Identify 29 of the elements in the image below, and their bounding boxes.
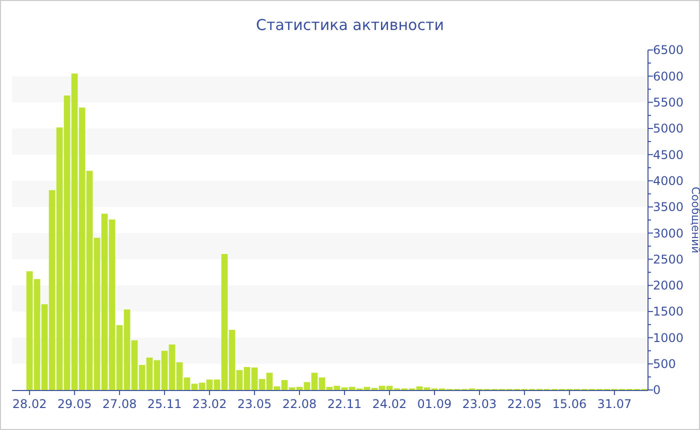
chart-title: Статистика активности	[256, 16, 444, 34]
x-tick-label: 22.11	[327, 397, 362, 411]
y-tick-label: 5000	[653, 122, 684, 136]
y-tick-label: 3000	[653, 226, 684, 240]
y-tick-label: 500	[653, 357, 676, 372]
y-tick-label: 4000	[653, 174, 684, 188]
x-tick-label: 29.05	[57, 397, 92, 411]
x-tick-label: 31.07	[597, 397, 632, 411]
x-tick-label: 28.02	[12, 397, 47, 411]
x-tick-label: 25.11	[147, 397, 182, 411]
y-tick-label: 6000	[653, 69, 684, 84]
x-tick-label: 01.09	[417, 397, 452, 411]
y-tick-label: 6500	[653, 43, 684, 58]
x-tick-label: 23.05	[237, 397, 272, 411]
y-tick-label: 2500	[653, 252, 684, 266]
x-tick-label: 23.02	[192, 397, 227, 411]
y-tick-label: 2000	[653, 278, 684, 293]
y-tick-label: 1000	[653, 330, 684, 345]
x-tick-label: 27.08	[102, 397, 137, 411]
y-tick-label: 5500	[653, 96, 684, 110]
x-tick-label: 24.02	[372, 397, 407, 411]
x-tick-label: 22.08	[282, 397, 317, 411]
y-tick-label: 4500	[653, 148, 684, 162]
y-tick-label: 0	[653, 383, 661, 398]
x-tick-label: 23.03	[462, 397, 497, 411]
x-tick-label: 15.06	[552, 397, 587, 411]
x-tick-label: 22.05	[507, 397, 542, 411]
y-tick-label: 3500	[653, 200, 684, 214]
y-tick-label: 1500	[653, 304, 684, 319]
